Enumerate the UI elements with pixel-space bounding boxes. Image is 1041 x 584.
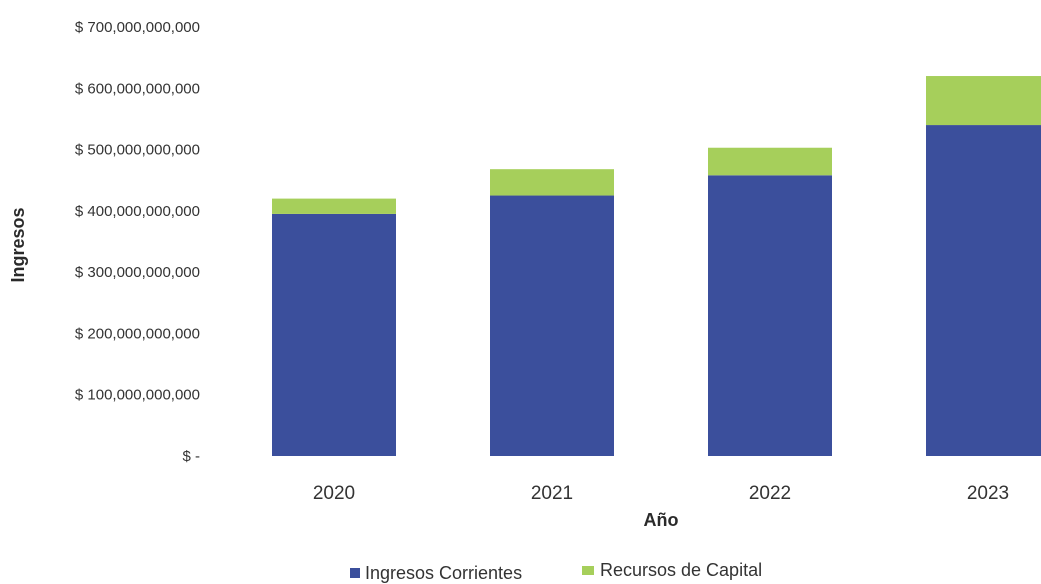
y-tick-label: $ 600,000,000,000	[75, 80, 200, 97]
bar-segment	[490, 195, 614, 457]
x-tick-label: 2020	[313, 483, 355, 504]
y-tick-label: $ 300,000,000,000	[75, 264, 200, 281]
bar-segment	[272, 198, 396, 214]
x-tick-label: 2021	[531, 483, 573, 504]
bar-segment	[490, 169, 614, 196]
bars-group	[272, 76, 1041, 457]
bar-segment	[926, 125, 1041, 457]
y-tick-label: $ 400,000,000,000	[75, 203, 200, 220]
y-tick-label: $ -	[182, 448, 200, 465]
x-axis-ticks: 2020 2021 2022 2023	[313, 483, 1009, 504]
x-axis-title: Año	[644, 510, 679, 530]
y-tick-label: $ 700,000,000,000	[75, 19, 200, 36]
y-tick-label: $ 100,000,000,000	[75, 387, 200, 404]
bar-segment	[708, 147, 832, 176]
legend-label-ingresos-corrientes: Ingresos Corrientes	[365, 563, 522, 583]
y-tick-label: $ 500,000,000,000	[75, 142, 200, 159]
legend-swatch-recursos-de-capital	[582, 566, 594, 575]
y-axis-title: Ingresos	[8, 207, 28, 282]
x-tick-label: 2023	[967, 483, 1009, 504]
bar-segment	[926, 76, 1041, 126]
y-tick-label: $ 200,000,000,000	[75, 325, 200, 342]
y-axis-ticks: $ - $ 100,000,000,000 $ 200,000,000,000 $ 3…	[75, 19, 200, 465]
legend-label-recursos-de-capital: Recursos de Capital	[600, 560, 762, 580]
bar-segment	[272, 213, 396, 456]
x-tick-label: 2022	[749, 483, 791, 504]
bar-segment	[708, 175, 832, 456]
legend-swatch-ingresos-corrientes	[350, 568, 360, 578]
legend: Ingresos Corrientes Recursos de Capital	[350, 560, 762, 583]
